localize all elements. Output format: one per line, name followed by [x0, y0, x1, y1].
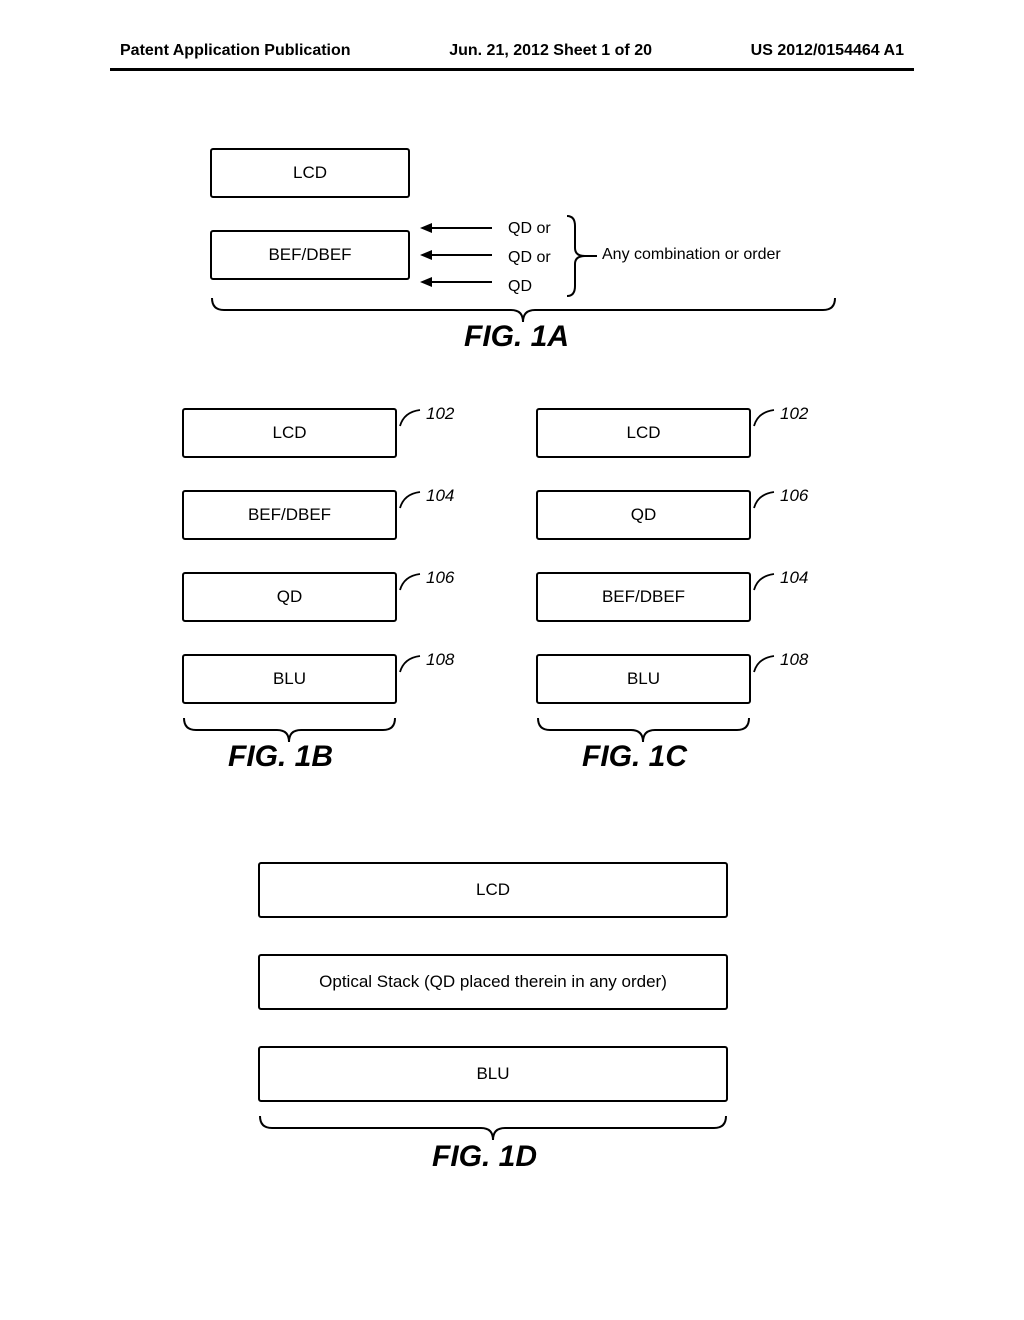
fig1a-lcd-box: LCD — [210, 148, 410, 198]
fig1b-label: FIG. 1B — [228, 740, 333, 774]
fig1b-ref-3-curve — [398, 654, 426, 674]
fig1a-lcd-label: LCD — [293, 163, 327, 183]
fig1a-befdbef-label: BEF/DBEF — [268, 245, 351, 265]
fig1b-ref-0-curve — [398, 408, 426, 428]
fig1a-qd-labels: QD or QD or QD — [508, 214, 551, 301]
fig1b-box-1-label: BEF/DBEF — [248, 505, 331, 525]
fig1c-ref-0-curve — [752, 408, 780, 428]
fig1b-box-2: QD — [182, 572, 397, 622]
fig1b-ref-0: 102 — [426, 404, 454, 424]
fig1d-bottom-brace — [258, 1114, 728, 1142]
fig1d-label: FIG. 1D — [432, 1140, 537, 1174]
fig1d-box-1: Optical Stack (QD placed therein in any … — [258, 954, 728, 1010]
fig1a-qd-label-1: QD or — [508, 243, 551, 272]
header-left: Patent Application Publication — [120, 42, 351, 60]
fig1b-box-0-label: LCD — [272, 423, 306, 443]
fig1a-label: FIG. 1A — [464, 320, 569, 354]
fig1c-box-0: LCD — [536, 408, 751, 458]
fig1b-box-3-label: BLU — [273, 669, 306, 689]
fig1a-note: Any combination or order — [602, 246, 781, 264]
fig1d-box-0: LCD — [258, 862, 728, 918]
fig1d-box-1-label: Optical Stack (QD placed therein in any … — [319, 972, 667, 992]
fig1c-ref-1-curve — [752, 490, 780, 510]
fig1c-box-3-label: BLU — [627, 669, 660, 689]
fig1c-box-3: BLU — [536, 654, 751, 704]
patent-figure-page: Patent Application Publication Jun. 21, … — [0, 0, 1024, 1320]
fig1c-ref-3: 108 — [780, 650, 808, 670]
fig1c-label: FIG. 1C — [582, 740, 687, 774]
fig1c-ref-2: 104 — [780, 568, 808, 588]
fig1d-box-0-label: LCD — [476, 880, 510, 900]
fig1a-arrow-top — [418, 219, 494, 221]
fig1a-arrow-bot — [418, 273, 494, 275]
fig1a-arrow-mid — [418, 246, 494, 248]
page-header: Patent Application Publication Jun. 21, … — [120, 42, 904, 60]
fig1b-ref-2-curve — [398, 572, 426, 592]
fig1b-ref-1: 104 — [426, 486, 454, 506]
fig1b-ref-3: 108 — [426, 650, 454, 670]
fig1b-box-0: LCD — [182, 408, 397, 458]
fig1c-ref-3-curve — [752, 654, 780, 674]
fig1b-ref-1-curve — [398, 490, 426, 510]
fig1c-box-2: BEF/DBEF — [536, 572, 751, 622]
fig1c-ref-1: 106 — [780, 486, 808, 506]
header-rule — [110, 68, 914, 71]
fig1a-befdbef-box: BEF/DBEF — [210, 230, 410, 280]
fig1b-box-1: BEF/DBEF — [182, 490, 397, 540]
header-right: US 2012/0154464 A1 — [751, 42, 904, 60]
fig1c-ref-0: 102 — [780, 404, 808, 424]
fig1c-box-1-label: QD — [631, 505, 657, 525]
fig1b-box-2-label: QD — [277, 587, 303, 607]
fig1d-box-2: BLU — [258, 1046, 728, 1102]
fig1c-ref-2-curve — [752, 572, 780, 592]
header-center: Jun. 21, 2012 Sheet 1 of 20 — [449, 42, 652, 60]
fig1b-ref-2: 106 — [426, 568, 454, 588]
fig1d-box-2-label: BLU — [476, 1064, 509, 1084]
fig1a-qd-label-0: QD or — [508, 214, 551, 243]
fig1c-box-1: QD — [536, 490, 751, 540]
fig1a-brace-right — [563, 214, 597, 298]
fig1b-box-3: BLU — [182, 654, 397, 704]
fig1c-box-2-label: BEF/DBEF — [602, 587, 685, 607]
fig1c-box-0-label: LCD — [626, 423, 660, 443]
